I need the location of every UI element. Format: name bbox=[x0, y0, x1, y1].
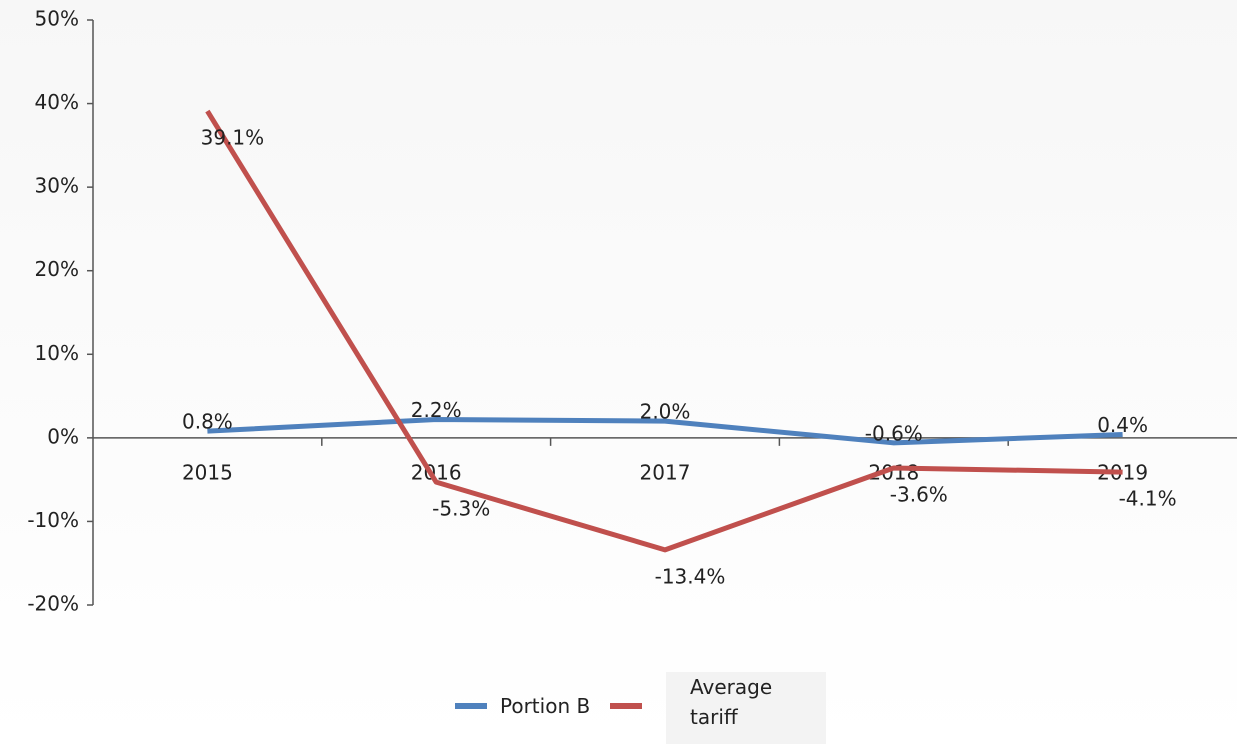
data-label: 0.4% bbox=[1097, 413, 1148, 437]
legend-label: Portion B bbox=[500, 694, 591, 718]
y-tick-label: 30% bbox=[35, 174, 79, 198]
data-label: 39.1% bbox=[201, 126, 265, 150]
y-tick-label: 40% bbox=[35, 90, 79, 114]
y-tick-label: 0% bbox=[47, 424, 79, 448]
data-label: -0.6% bbox=[865, 421, 923, 445]
series-line bbox=[207, 416, 1123, 446]
y-tick-label: 50% bbox=[35, 7, 79, 31]
data-label: 2.2% bbox=[411, 398, 462, 422]
x-tick-label: 2015 bbox=[182, 460, 233, 484]
y-tick-label: 20% bbox=[35, 257, 79, 281]
data-label: -13.4% bbox=[655, 564, 726, 588]
x-tick-label: 2017 bbox=[640, 460, 691, 484]
legend-swatch bbox=[610, 703, 642, 709]
legend-swatch bbox=[455, 703, 487, 709]
y-tick-label: 10% bbox=[35, 341, 79, 365]
data-label: 2.0% bbox=[640, 400, 691, 424]
data-label: 0.8% bbox=[182, 410, 233, 434]
legend-label: Average tariff bbox=[666, 672, 826, 744]
data-label: -4.1% bbox=[1119, 487, 1177, 511]
data-label: -5.3% bbox=[432, 497, 490, 521]
y-tick-label: -20% bbox=[27, 592, 79, 616]
y-tick-label: -10% bbox=[27, 508, 79, 532]
data-label: -3.6% bbox=[890, 482, 948, 506]
series-line bbox=[205, 109, 1123, 553]
